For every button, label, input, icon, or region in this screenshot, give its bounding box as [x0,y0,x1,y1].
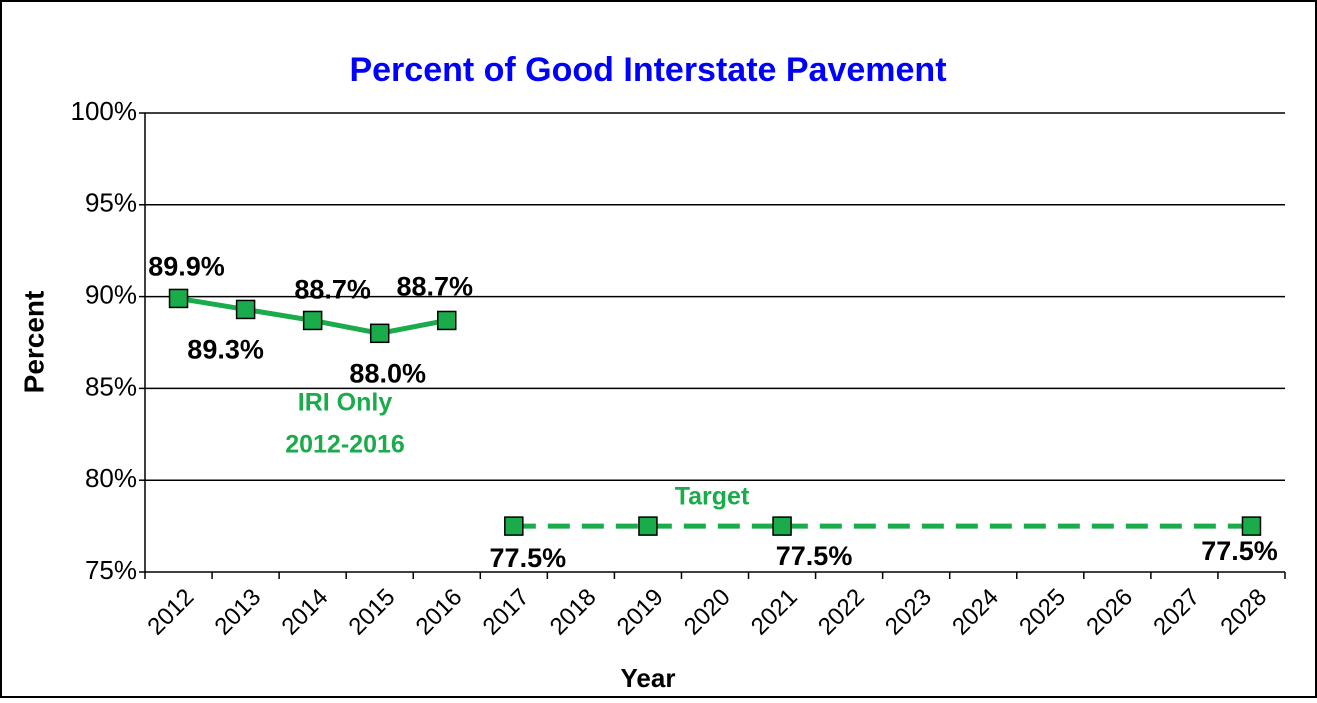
data-point [772,516,792,536]
data-point [1241,516,1262,536]
data-point [504,516,524,536]
y-tick-label: 85% [85,371,137,401]
data-point [235,299,256,320]
y-axis-label: Percent [18,291,49,394]
y-tick-label: 75% [85,555,137,585]
y-tick-label: 95% [85,188,137,218]
data-point [437,310,457,331]
data-point [168,288,189,309]
data-point [302,310,323,331]
data-label: 88.7% [294,275,371,305]
y-tick-label: 90% [85,279,137,309]
data-point [369,323,390,344]
annotation: IRI Only [298,389,393,417]
data-label: 77.5% [776,541,853,571]
data-label: 77.5% [490,543,567,573]
data-label: 89.3% [187,335,264,365]
annotation: 2012-2016 [285,431,405,459]
chart-title: Percent of Good Interstate Pavement [349,51,946,89]
data-label: 88.0% [349,358,426,388]
annotation: Target [675,483,750,511]
data-label: 89.9% [148,252,225,282]
data-label: 88.7% [396,272,473,302]
data-point [638,516,658,536]
x-axis-label: Year [621,663,676,693]
y-tick-label: 80% [85,463,137,493]
data-label: 77.5% [1201,536,1278,566]
y-tick-label: 100% [71,96,138,126]
